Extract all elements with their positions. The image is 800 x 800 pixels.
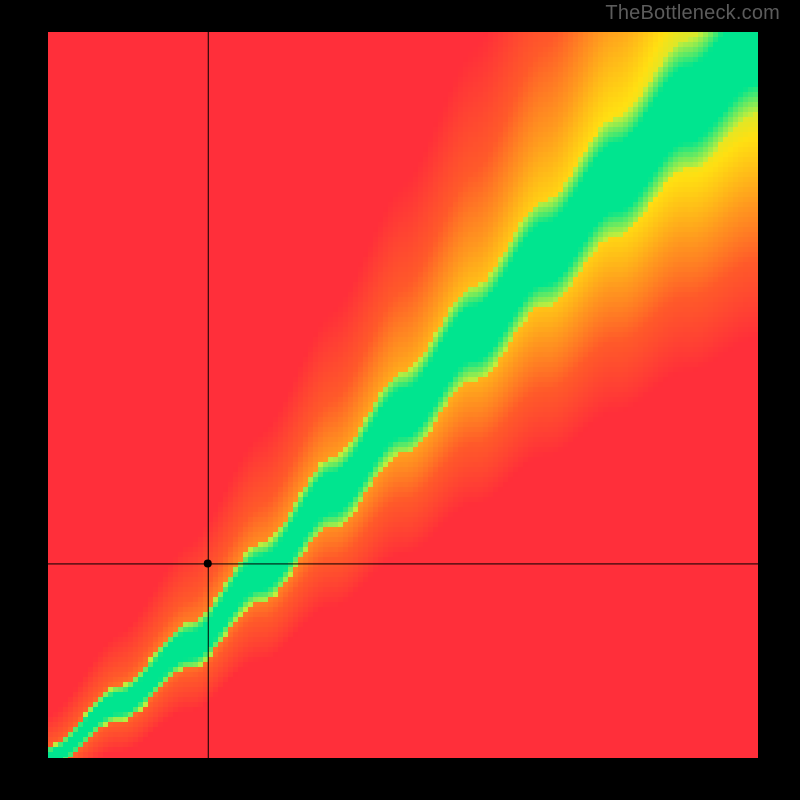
heatmap-canvas (48, 32, 758, 758)
watermark-text: TheBottleneck.com (605, 2, 780, 25)
page-root: TheBottleneck.com (0, 0, 800, 800)
heatmap-plot (48, 32, 758, 758)
